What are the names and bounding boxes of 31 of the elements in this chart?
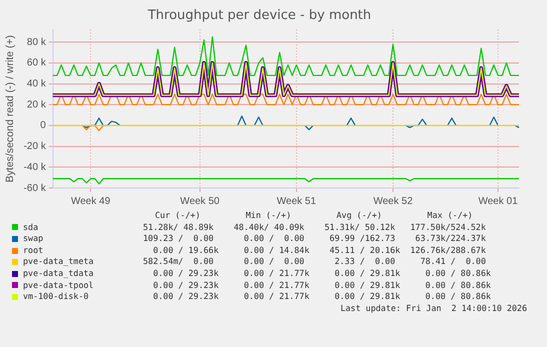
x-tick-label: Week 52 xyxy=(373,196,414,207)
y-tick-label: -20 k xyxy=(24,141,47,152)
legend-label: sda xyxy=(23,222,40,234)
x-tick-label: Week 49 xyxy=(70,196,111,207)
legend-label: swap xyxy=(23,233,44,245)
y-tick-label: 80 k xyxy=(26,36,47,48)
text: Cur (-/+) Min (-/+) Avg (-/+) Max (-/+) xyxy=(155,210,474,222)
y-tick-label: 20 k xyxy=(26,99,47,110)
y-tick-label: -40 k xyxy=(24,162,47,173)
legend-label: pve-data-tpool xyxy=(23,280,95,292)
text: 0.00 / 19.66k 0.00 / 14.84k 45.11 / 20.16k 126.76k/288.67k xyxy=(152,244,486,256)
x-tick-label: Week 50 xyxy=(180,196,220,207)
text: 582.54m/ 0.00 0.00 / 0.00 2.33 / 0.00 78.41 / 0.00 xyxy=(143,256,486,268)
chart-title: Throughput per device - by month xyxy=(146,8,372,24)
text: 51.28k/ 48.89k 48.40k/ 40.09k 51.31k/ 50.12k 177.50k/524.52k xyxy=(143,222,486,234)
y-tick-label: -60 k xyxy=(24,182,47,194)
x-tick-label: Week 01 xyxy=(478,196,518,207)
y-tick-label: 60 k xyxy=(26,58,47,69)
y-tick-label: 40 k xyxy=(26,78,47,90)
x-tick-label: Week 51 xyxy=(276,196,316,207)
text: Last update: Fri Jan 2 14:00:10 2026 xyxy=(339,302,527,314)
legend-label: pve-data_tdata xyxy=(23,268,95,280)
text: 0.00 / 29.23k 0.00 / 21.77k 0.00 / 29.81k 0.00 / 80.86k xyxy=(152,268,491,280)
text: 0.00 / 29.23k 0.00 / 21.77k 0.00 / 29.81k 0.00 / 80.86k xyxy=(152,280,491,292)
legend-label: vm-100-disk-0 xyxy=(23,291,90,303)
text: 109.23 / 0.00 0.00 / 0.00 69.99 /162.73 63.73k/224.37k xyxy=(143,233,486,245)
text: 0.00 / 29.23k 0.00 / 21.77k 0.00 / 29.81k 0.00 / 80.86k xyxy=(152,291,491,303)
y-axis-title: Bytes/second read (-) / write (+) xyxy=(4,35,16,182)
legend-label: root xyxy=(23,244,44,256)
legend-label: pve-data_tmeta xyxy=(23,256,95,268)
y-tick-label: 0 xyxy=(40,120,46,132)
